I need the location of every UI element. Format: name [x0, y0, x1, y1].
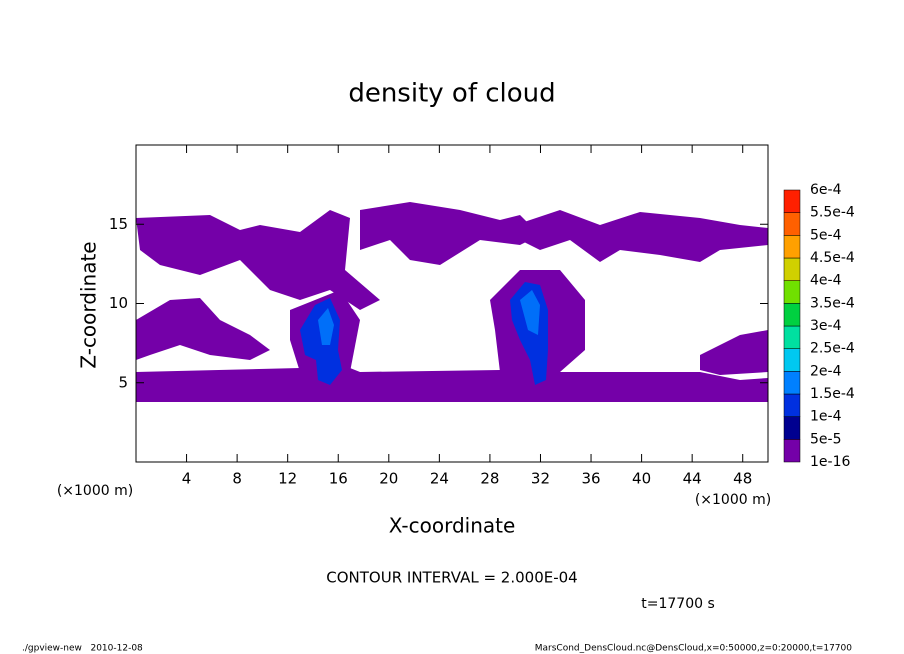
x-tick-label: 36: [581, 470, 600, 488]
x-tick-label: 24: [430, 470, 449, 488]
colorbar-label: 4.5e-4: [810, 250, 855, 266]
x-tick-label: 44: [683, 470, 702, 488]
y-tick-label: 15: [109, 215, 128, 233]
colorbar-label: 3.5e-4: [810, 295, 855, 311]
colorbar-label: 2e-4: [810, 363, 842, 379]
colorbar-box: [783, 235, 801, 259]
cloud-field: [136, 202, 768, 402]
footer-right: MarsCond_DensCloud.nc@DensCloud,x=0:5000…: [535, 644, 852, 654]
colorbar-box: [783, 348, 801, 372]
contour-interval: CONTOUR INTERVAL = 2.000E-04: [326, 569, 577, 587]
x-tick-label: 40: [632, 470, 651, 488]
colorbar-label: 2.5e-4: [810, 341, 855, 357]
colorbar-box: [783, 280, 801, 304]
x-tick-label: 16: [329, 470, 348, 488]
footer-left: ./gpview-new 2010-12-08: [22, 644, 143, 654]
colorbar-label: 5e-4: [810, 227, 842, 243]
colorbar-box: [783, 212, 801, 236]
x-tick-label: 48: [733, 470, 752, 488]
time-label: t=17700 s: [641, 596, 715, 612]
colorbar-label: 1e-16: [810, 454, 850, 470]
colorbar-box: [783, 257, 801, 281]
colorbar-label: 4e-4: [810, 273, 842, 289]
colorbar-label: 5e-5: [810, 431, 841, 447]
y-axis-label: Z-coordinate: [77, 241, 101, 368]
colorbar-label: 3e-4: [810, 318, 842, 334]
y-tick-label: 10: [109, 294, 128, 312]
colorbar-box: [783, 303, 801, 327]
x-tick-label: 12: [278, 470, 297, 488]
colorbar-box: [783, 189, 801, 213]
colorbar-label: 1e-4: [810, 409, 842, 425]
colorbar-box: [783, 371, 801, 395]
x-tick-label: 4: [182, 470, 192, 488]
x-tick-label: 20: [379, 470, 398, 488]
x-tick-label: 8: [232, 470, 242, 488]
colorbar-label: 1.5e-4: [810, 386, 855, 402]
x-tick-label: 32: [531, 470, 550, 488]
plot-frame: [135, 144, 769, 463]
y-tick-label: 5: [118, 373, 128, 391]
chart-title: density of cloud: [348, 79, 555, 109]
x-axis-label: X-coordinate: [389, 514, 516, 538]
colorbar-box: [783, 325, 801, 349]
colorbar-box: [783, 416, 801, 440]
colorbar-box: [783, 393, 801, 417]
x-unit: (×1000 m): [695, 492, 771, 508]
colorbar-label: 6e-4: [810, 182, 842, 198]
x-tick-label: 28: [480, 470, 499, 488]
colorbar-label: 5.5e-4: [810, 205, 855, 221]
colorbar-box: [783, 439, 801, 463]
y-unit: (×1000 m): [57, 483, 133, 499]
